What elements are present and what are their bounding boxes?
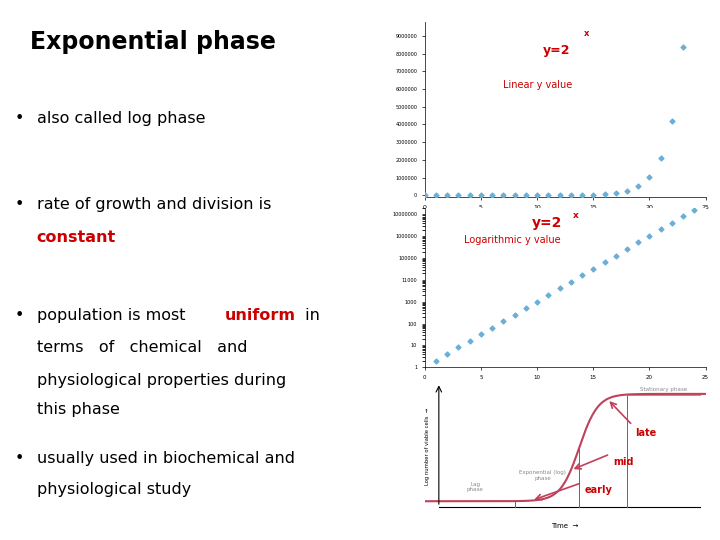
Point	[632, 182, 644, 191]
Point	[431, 356, 442, 365]
Text: Exponential (log)
phase: Exponential (log) phase	[519, 470, 566, 481]
Point	[531, 297, 543, 306]
Point	[678, 212, 689, 220]
Point	[599, 258, 611, 266]
Text: •: •	[15, 111, 24, 126]
Point	[441, 191, 453, 200]
Point	[599, 190, 611, 199]
Point	[464, 191, 475, 200]
Text: population is most: population is most	[37, 308, 190, 323]
Text: •: •	[15, 197, 24, 212]
Point	[666, 117, 678, 125]
Text: Linear y value: Linear y value	[503, 80, 572, 90]
Point	[531, 191, 543, 200]
Point	[588, 191, 599, 199]
Point	[655, 225, 667, 234]
Point	[621, 245, 633, 253]
Point	[576, 191, 588, 199]
Point	[610, 251, 621, 260]
Text: Lag
phase: Lag phase	[467, 482, 484, 492]
Text: terms   of   chemical   and: terms of chemical and	[37, 340, 247, 355]
Point	[554, 284, 565, 293]
Text: Logarithmic y value: Logarithmic y value	[464, 235, 561, 245]
Point	[441, 350, 453, 359]
Text: physiological properties during: physiological properties during	[37, 373, 286, 388]
Point	[498, 191, 509, 200]
Point	[588, 265, 599, 273]
Text: usually used in biochemical and: usually used in biochemical and	[37, 451, 294, 466]
Point	[509, 310, 521, 319]
Point	[621, 186, 633, 195]
Point	[610, 188, 621, 197]
Point	[475, 191, 487, 200]
Text: Log number of viable cells  →: Log number of viable cells →	[425, 408, 430, 485]
Text: x: x	[583, 29, 589, 38]
Text: uniform: uniform	[225, 308, 296, 323]
Point	[498, 317, 509, 326]
Text: in: in	[300, 308, 320, 323]
Text: y=2: y=2	[531, 216, 562, 230]
Text: rate of growth and division is: rate of growth and division is	[37, 197, 271, 212]
Point	[644, 172, 655, 181]
Point	[543, 191, 554, 200]
Point	[475, 330, 487, 339]
Text: also called log phase: also called log phase	[37, 111, 205, 126]
Point	[565, 278, 577, 286]
Point	[678, 42, 689, 51]
Text: physiological study: physiological study	[37, 482, 191, 497]
Point	[554, 191, 565, 200]
Text: Time  →: Time →	[552, 523, 579, 529]
Text: x: x	[573, 211, 579, 220]
Point	[632, 238, 644, 247]
Point	[431, 191, 442, 200]
Point	[655, 154, 667, 163]
Point	[509, 191, 521, 200]
Point	[520, 304, 531, 313]
Point	[688, 205, 700, 214]
Point	[565, 191, 577, 199]
Text: y=2: y=2	[543, 44, 570, 57]
Point	[487, 191, 498, 200]
Point	[666, 218, 678, 227]
Text: •: •	[15, 308, 24, 323]
Text: Stationary phase: Stationary phase	[640, 387, 687, 392]
Point	[453, 191, 464, 200]
Text: this phase: this phase	[37, 402, 120, 417]
Point	[453, 343, 464, 352]
Point	[644, 232, 655, 240]
Text: early: early	[585, 485, 613, 496]
Point	[464, 336, 475, 345]
Point	[520, 191, 531, 200]
Point	[419, 191, 431, 200]
Text: •: •	[15, 451, 24, 466]
Point	[576, 271, 588, 280]
Text: constant: constant	[37, 230, 116, 245]
Point	[543, 291, 554, 299]
Point	[487, 323, 498, 332]
Text: mid: mid	[613, 457, 634, 467]
Text: Exponential phase: Exponential phase	[30, 30, 276, 53]
Text: late: late	[636, 428, 657, 438]
